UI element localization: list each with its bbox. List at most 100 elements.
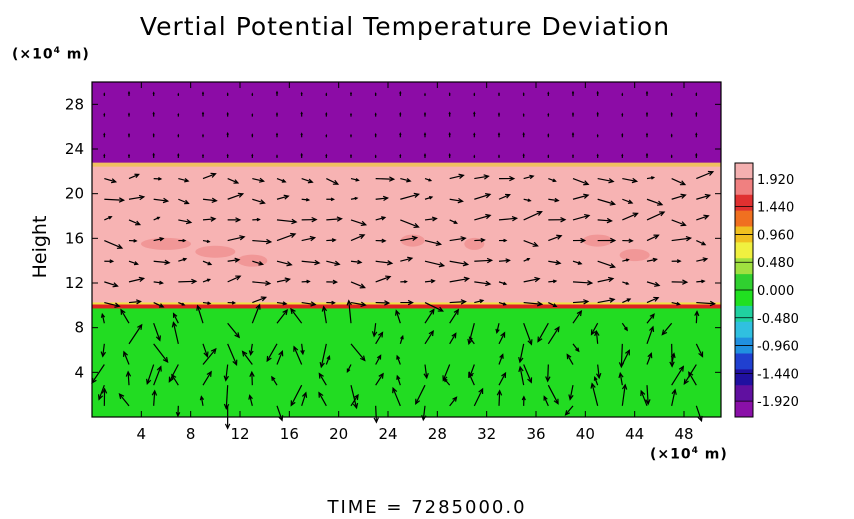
wind-vector-head bbox=[396, 374, 401, 380]
wind-vector bbox=[103, 153, 106, 158]
wind-vector-head bbox=[359, 355, 366, 362]
wind-vector bbox=[241, 350, 253, 365]
wind-vector-head bbox=[266, 355, 272, 363]
wind-vector-shaft bbox=[276, 301, 287, 305]
wind-vector bbox=[498, 301, 508, 306]
wind-vector-head bbox=[555, 259, 562, 266]
wind-vector bbox=[548, 217, 567, 223]
wind-vector-head bbox=[332, 179, 340, 185]
wind-vector-shaft bbox=[293, 346, 303, 365]
wind-vector-shaft bbox=[523, 175, 534, 180]
wind-vector bbox=[202, 370, 212, 386]
wind-vector-shaft bbox=[375, 276, 391, 283]
wind-vector-head bbox=[679, 180, 687, 186]
colorbar-label: -1.440 bbox=[757, 367, 799, 382]
wind-vector bbox=[252, 260, 265, 266]
wind-vector bbox=[276, 178, 287, 183]
wind-vector bbox=[375, 275, 392, 283]
wind-vector-head bbox=[621, 92, 624, 95]
wind-vector bbox=[473, 387, 484, 407]
wind-vector-head bbox=[373, 417, 379, 424]
wind-vector-shaft bbox=[252, 281, 270, 285]
wind-vector-shaft bbox=[566, 354, 574, 365]
wind-vector-head bbox=[503, 238, 508, 243]
wind-vector-head bbox=[346, 299, 352, 306]
wind-vector-shaft bbox=[696, 240, 706, 246]
wind-vector bbox=[177, 133, 180, 138]
wind-vector-shaft bbox=[590, 322, 599, 335]
wind-vector-head bbox=[396, 354, 401, 360]
wind-vector-head bbox=[360, 301, 367, 307]
wind-vector-head bbox=[547, 154, 550, 157]
wind-vector-shaft bbox=[123, 351, 130, 365]
wind-vector-head bbox=[164, 259, 171, 266]
wind-vector bbox=[696, 193, 712, 200]
wind-vector-head bbox=[162, 197, 170, 204]
wind-vector-head bbox=[311, 216, 318, 223]
wind-vector bbox=[248, 394, 253, 406]
wind-vector bbox=[646, 234, 660, 242]
wind-vector-head bbox=[473, 111, 476, 115]
heatmap-region-2 bbox=[92, 306, 721, 417]
wind-vector-shaft bbox=[252, 198, 265, 204]
wind-vector-head bbox=[695, 111, 698, 115]
wind-vector bbox=[671, 178, 687, 186]
wind-vector bbox=[424, 196, 434, 200]
wind-vector-head bbox=[392, 386, 398, 394]
wind-vector bbox=[671, 219, 687, 227]
plot-area bbox=[92, 82, 721, 417]
wind-vector-head bbox=[547, 91, 550, 95]
wind-vector-shaft bbox=[171, 374, 179, 386]
wind-vector bbox=[548, 197, 560, 203]
wind-vector-head bbox=[497, 112, 501, 115]
wind-vector-head bbox=[206, 239, 211, 243]
wind-vector-shaft bbox=[468, 323, 475, 344]
wind-vector-head bbox=[300, 152, 303, 156]
wind-vector bbox=[128, 219, 142, 226]
wind-vector bbox=[645, 111, 649, 117]
wind-vector bbox=[415, 384, 426, 405]
wind-vector-head bbox=[120, 308, 126, 315]
wind-vector-shaft bbox=[178, 178, 189, 182]
wind-vector-head bbox=[496, 389, 503, 396]
wind-vector bbox=[523, 322, 533, 346]
wind-vector-shaft bbox=[252, 178, 264, 182]
wind-vector bbox=[523, 240, 539, 247]
wind-vector-shaft bbox=[104, 301, 120, 307]
wind-vector bbox=[423, 132, 427, 138]
wind-vector-head bbox=[207, 261, 213, 266]
colorbar-swatch bbox=[735, 385, 753, 402]
wind-vector bbox=[571, 132, 575, 138]
colorbar-swatch bbox=[735, 242, 753, 259]
wind-vector-head bbox=[284, 277, 291, 283]
wind-vector bbox=[326, 216, 343, 222]
wind-vector-head bbox=[326, 354, 331, 360]
wind-vector-head bbox=[156, 365, 162, 372]
wind-vector-shaft bbox=[498, 217, 517, 221]
wind-vector-shaft bbox=[565, 405, 574, 416]
wind-vector-shaft bbox=[548, 198, 559, 202]
wind-vector bbox=[442, 364, 451, 382]
wind-vector-head bbox=[136, 299, 142, 305]
wind-vector-shaft bbox=[646, 297, 659, 304]
wind-vector-head bbox=[309, 235, 317, 242]
wind-vector-head bbox=[202, 133, 204, 137]
wind-vector-shaft bbox=[252, 260, 263, 265]
wind-vector bbox=[547, 384, 559, 405]
wind-vector-head bbox=[265, 238, 273, 245]
wind-vector bbox=[290, 384, 303, 407]
wind-vector bbox=[276, 308, 289, 324]
wind-vector bbox=[128, 260, 139, 266]
wind-vector bbox=[646, 296, 660, 304]
x-tick-label: 44 bbox=[625, 425, 644, 443]
wind-vector-head bbox=[275, 112, 279, 115]
wind-vector-head bbox=[371, 331, 378, 338]
wind-vector-head bbox=[127, 132, 131, 136]
wind-vector-shaft bbox=[350, 301, 366, 306]
wind-vector bbox=[276, 277, 291, 283]
x-tick-label: 28 bbox=[428, 425, 447, 443]
wind-vector bbox=[696, 257, 709, 262]
wind-vector bbox=[495, 323, 500, 334]
wind-vector bbox=[171, 373, 179, 386]
wind-vector bbox=[400, 235, 419, 242]
